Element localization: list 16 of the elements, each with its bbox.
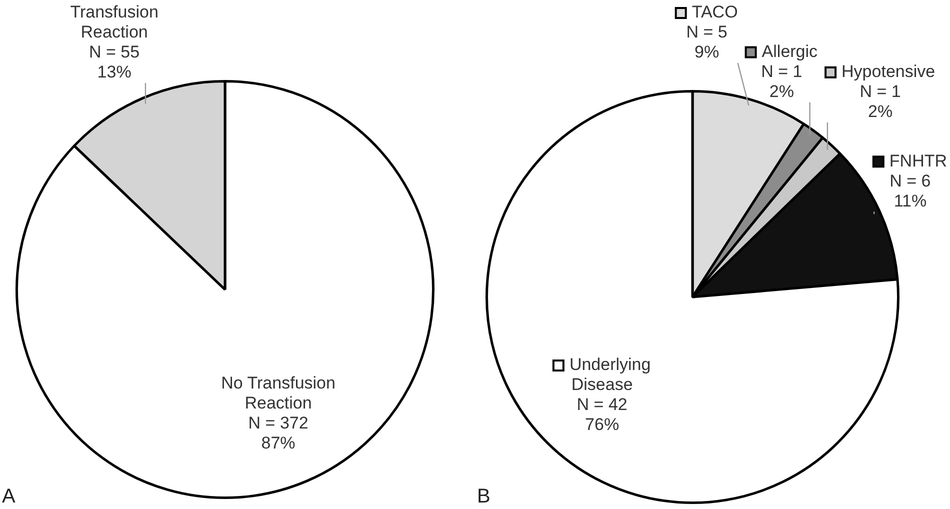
slice-label: No Transfusion Reaction xyxy=(221,374,336,413)
data-label: N = 1 2% xyxy=(761,62,802,101)
data-label: N = 1 2% xyxy=(860,82,901,122)
legend-label: FNHTR xyxy=(889,151,948,170)
data-label: N = 6 11% xyxy=(890,171,931,210)
legend-label: Hypotensive xyxy=(842,62,936,82)
data-label: N = 55 13% xyxy=(89,42,140,82)
text: A xyxy=(2,486,16,508)
legend-label: TACO xyxy=(692,2,738,22)
legend-label: Allergic xyxy=(762,42,818,61)
text: B xyxy=(477,486,490,508)
slice-label: Transfusion Reaction xyxy=(70,2,158,42)
legend-label: Underlying Disease xyxy=(569,355,651,394)
data-label: N = 42 76% xyxy=(576,395,628,434)
data-label: N = 5 9% xyxy=(686,22,728,62)
data-label: N = 372 87% xyxy=(248,414,308,453)
